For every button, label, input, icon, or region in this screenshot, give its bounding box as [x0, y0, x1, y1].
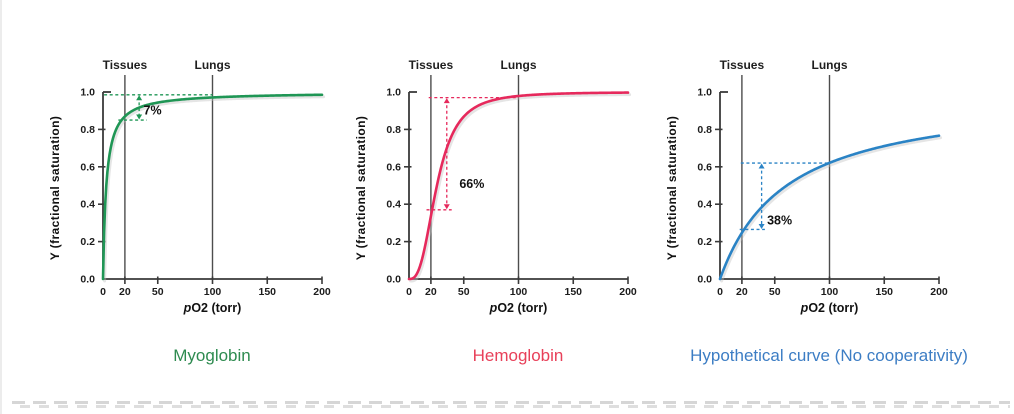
chart-panel-myoglobin: Tissues Lungs 0.0 0.2 0.4 0.6 0.8 1.0 0 20 50 100 15…	[37, 30, 347, 330]
caption-hypothetical-curve: Hypothetical curve (No cooperativity)	[690, 346, 968, 365]
percent-difference-label: 66%	[459, 177, 484, 191]
y-tick-label: 0.4	[697, 199, 712, 211]
ref-label-lungs: Lungs	[195, 58, 231, 72]
x-tick-label: 200	[313, 286, 331, 298]
ref-label-tissues: Tissues	[409, 58, 454, 72]
binding-curve	[407, 91, 630, 281]
y-axis-title: Y (fractional saturation)	[354, 116, 368, 260]
x-tick-label: 0	[406, 286, 412, 298]
curve-shadow	[409, 93, 632, 283]
x-tick-label: 200	[930, 286, 948, 298]
y-tick-label: 0.6	[697, 161, 712, 173]
y-tick-label: 0.8	[386, 124, 401, 136]
y-tick-label: 0.8	[80, 124, 95, 136]
x-tick-label: 100	[510, 286, 528, 298]
axes: 0.0 0.2 0.4 0.6 0.8 1.0 0 20 50 100 150 200	[386, 87, 637, 299]
x-tick-label: 50	[769, 286, 781, 298]
axes: 0.0 0.2 0.4 0.6 0.8 1.0 0 20 50 100 150 200	[697, 87, 948, 299]
y-tick-label: 0.0	[80, 274, 95, 286]
reference-lines: Tissues Lungs	[103, 58, 231, 279]
x-tick-label: 0	[717, 286, 723, 298]
y-tick-label: 0.0	[697, 274, 712, 286]
x-tick-label: 200	[619, 286, 637, 298]
y-tick-label: 0.2	[697, 236, 712, 248]
x-tick-label: 20	[736, 286, 748, 298]
x-axis-title: pO2 (torr)	[800, 301, 859, 315]
arrowhead-up	[136, 95, 143, 101]
arrowhead-down	[443, 204, 450, 210]
y-axis-title: Y (fractional saturation)	[665, 116, 679, 260]
x-tick-label: 150	[875, 286, 893, 298]
caption-hemoglobin: Hemoglobin	[472, 346, 564, 365]
arrowhead-up	[758, 163, 765, 169]
x-tick-label: 50	[152, 286, 164, 298]
percent-difference-label: 7%	[144, 103, 162, 117]
y-tick-label: 0.6	[386, 161, 401, 173]
y-tick-label: 0.6	[80, 161, 95, 173]
reference-lines: Tissues Lungs	[409, 58, 537, 279]
x-tick-label: 150	[258, 286, 276, 298]
y-tick-label: 0.4	[80, 199, 95, 211]
y-tick-label: 1.0	[697, 87, 712, 99]
caption-myoglobin: Myoglobin	[173, 346, 251, 365]
reference-lines: Tissues Lungs	[720, 58, 848, 279]
x-tick-label: 20	[119, 286, 131, 298]
percent-difference-label: 38%	[767, 214, 792, 228]
arrowhead-down	[136, 114, 143, 120]
x-axis-title: pO2 (torr)	[183, 301, 242, 315]
x-tick-label: 50	[458, 286, 470, 298]
y-tick-label: 1.0	[80, 87, 95, 99]
y-tick-label: 0.4	[386, 199, 401, 211]
y-tick-label: 0.8	[697, 124, 712, 136]
binding-curve	[101, 93, 324, 281]
y-tick-label: 0.0	[386, 274, 401, 286]
torn-page-edge-decoration	[12, 398, 1010, 410]
axes: 0.0 0.2 0.4 0.6 0.8 1.0 0 20 50 100 150 200	[80, 87, 331, 299]
y-tick-label: 0.2	[80, 236, 95, 248]
saturation-difference-annotation	[739, 162, 830, 231]
saturation-difference-annotation	[426, 96, 519, 211]
curve-shadow	[103, 95, 326, 283]
x-axis-title: pO2 (torr)	[489, 301, 548, 315]
x-tick-label: 20	[425, 286, 437, 298]
hemoglobin-chart: Tissues Lungs 0.0 0.2 0.4 0.6 0.8 1.0 0 20 50 100 15…	[354, 58, 637, 315]
y-tick-label: 0.2	[386, 236, 401, 248]
ref-label-lungs: Lungs	[501, 58, 537, 72]
ref-label-lungs: Lungs	[812, 58, 848, 72]
ref-label-tissues: Tissues	[103, 58, 148, 72]
arrowhead-up	[443, 98, 450, 104]
hypothetical-curve-chart: Tissues Lungs 0.0 0.2 0.4 0.6 0.8 1.0 0 20 50 100 15…	[665, 58, 948, 315]
y-tick-label: 1.0	[386, 87, 401, 99]
ref-label-tissues: Tissues	[720, 58, 765, 72]
x-tick-label: 100	[821, 286, 839, 298]
arrowhead-down	[758, 223, 765, 229]
binding-curve	[718, 134, 941, 281]
x-tick-label: 150	[564, 286, 582, 298]
curve-shadow	[720, 136, 943, 283]
x-tick-label: 0	[100, 286, 106, 298]
chart-panel-hypothetical: Tissues Lungs 0.0 0.2 0.4 0.6 0.8 1.0 0 20 50 100 15…	[654, 30, 964, 330]
y-axis-title: Y (fractional saturation)	[48, 116, 62, 260]
myoglobin-chart: Tissues Lungs 0.0 0.2 0.4 0.6 0.8 1.0 0 20 50 100 15…	[48, 58, 331, 315]
saturation-difference-annotation	[104, 94, 213, 121]
chart-panel-hemoglobin: Tissues Lungs 0.0 0.2 0.4 0.6 0.8 1.0 0 20 50 100 15…	[343, 30, 653, 330]
x-tick-label: 100	[204, 286, 222, 298]
